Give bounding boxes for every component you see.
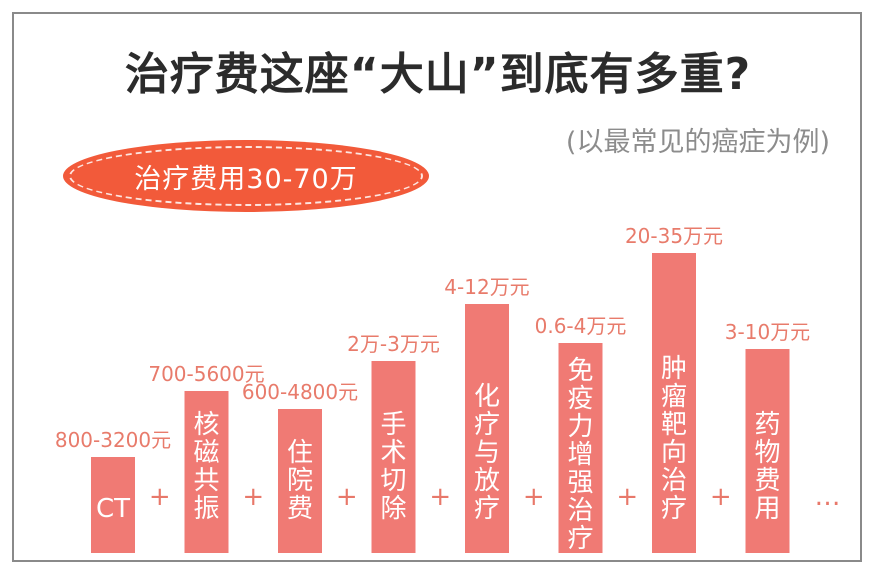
plus-separator-6: + bbox=[710, 482, 732, 512]
bar-value-label-6: 20-35万元 bbox=[625, 224, 723, 248]
category-label-7: 药物费用 bbox=[754, 410, 780, 524]
category-label-3: 手术切除 bbox=[380, 410, 406, 524]
bar-4 bbox=[465, 304, 509, 553]
chart-frame bbox=[12, 12, 862, 562]
bar-value-label-0: 800-3200元 bbox=[55, 428, 171, 452]
ellipsis: … bbox=[815, 482, 841, 512]
badge-dashed-border bbox=[69, 146, 423, 206]
cost-badge: 治疗费用30-70万 bbox=[63, 140, 429, 212]
bar-0 bbox=[91, 457, 135, 553]
category-label-0: CT bbox=[96, 494, 130, 524]
bar-value-label-5: 0.6-4万元 bbox=[535, 314, 627, 338]
bar-value-label-1: 700-5600元 bbox=[148, 362, 264, 386]
category-label-6: 肿瘤靶向治疗 bbox=[661, 354, 687, 524]
bar-3 bbox=[371, 361, 416, 553]
bar-value-label-4: 4-12万元 bbox=[444, 275, 529, 299]
bar-7 bbox=[745, 349, 790, 553]
page-subtitle: (以最常见的癌症为例) bbox=[565, 127, 830, 158]
bar-1 bbox=[184, 391, 229, 553]
category-label-2: 住院费 bbox=[287, 438, 313, 524]
category-label-1: 核磁共振 bbox=[193, 410, 219, 524]
bar-6 bbox=[652, 253, 696, 553]
bar-2 bbox=[278, 409, 322, 553]
plus-separator-3: + bbox=[429, 482, 451, 512]
category-label-5: 免疫力增强治疗 bbox=[567, 356, 593, 554]
bar-value-label-2: 600-4800元 bbox=[242, 380, 358, 404]
badge-text: 治疗费用30-70万 bbox=[134, 163, 358, 195]
category-label-4: 化疗与放疗 bbox=[474, 382, 500, 524]
plus-separator-4: + bbox=[523, 482, 545, 512]
page-title: 治疗费这座“大山”到底有多重? bbox=[124, 49, 752, 100]
plus-separator-2: + bbox=[336, 482, 358, 512]
bar-value-label-7: 3-10万元 bbox=[725, 320, 810, 344]
plus-separator-0: + bbox=[149, 482, 171, 512]
bar-value-label-3: 2万-3万元 bbox=[347, 332, 440, 356]
plus-separator-5: + bbox=[616, 482, 638, 512]
plus-separator-1: + bbox=[242, 482, 264, 512]
bar-5 bbox=[558, 343, 603, 553]
